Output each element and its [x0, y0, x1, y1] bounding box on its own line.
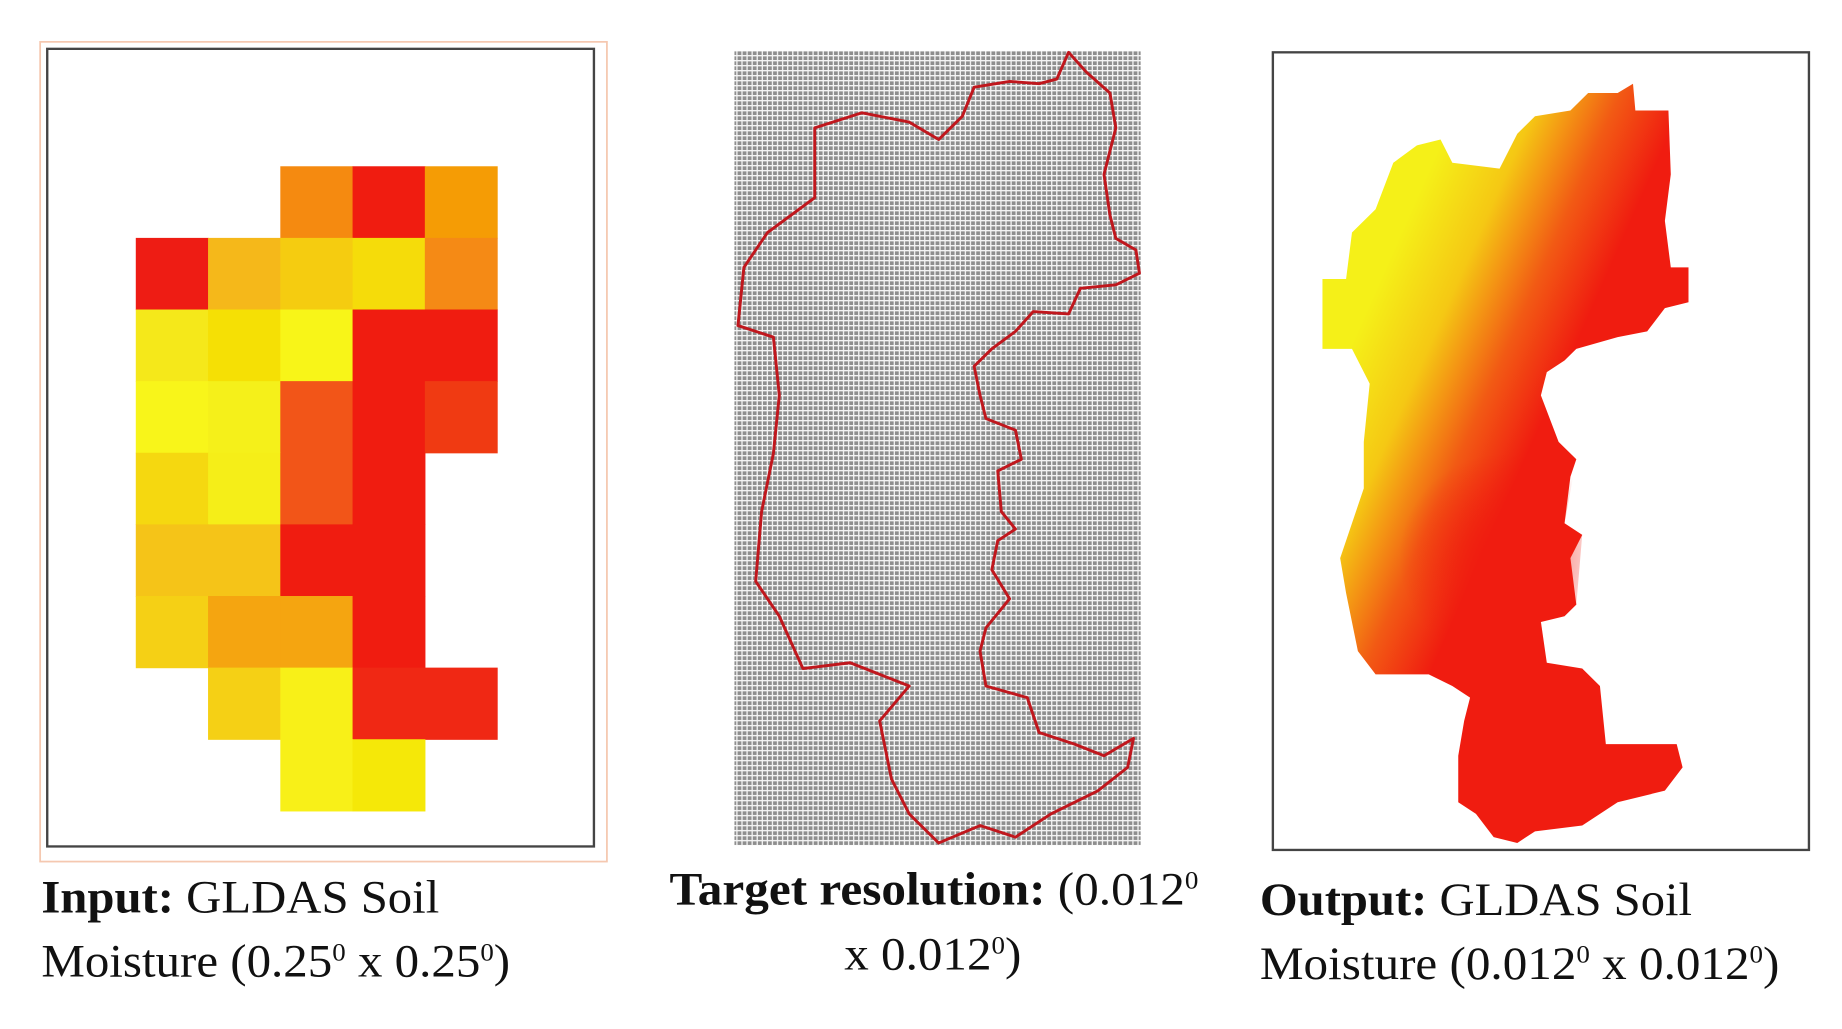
target-caption-text: ): [1005, 929, 1021, 981]
degree-superscript: 0: [1576, 940, 1590, 969]
input-grid-cell: [352, 524, 426, 597]
input-grid-cell: [424, 381, 498, 454]
input-grid-cell: [280, 524, 354, 597]
input-grid-cell: [280, 166, 354, 239]
input-grid-cell: [424, 237, 498, 311]
input-panel-outer-border: [39, 40, 608, 863]
output-caption-line1: Output: GLDAS Soil: [1260, 874, 1692, 926]
output-caption-text: Moisture (0.012: [1260, 938, 1577, 990]
output-caption-line2: Moisture (0.012 0 x 0.012 0): [1260, 938, 1780, 990]
input-grid-cell: [352, 309, 426, 382]
input-grid-cell: [135, 452, 209, 525]
target-panel: Target resolution: (0.012 0 x 0.012 0): [669, 50, 1198, 981]
input-grid-cell: [424, 667, 498, 740]
input-grid-cell: [424, 309, 498, 382]
input-grid-cell: [208, 381, 281, 454]
degree-superscript: 0: [1185, 865, 1199, 894]
target-caption-text: (0.012: [1045, 864, 1184, 916]
input-grid-cell: [135, 381, 209, 454]
input-caption-text: x 0.25: [346, 936, 481, 988]
input-caption-text: GLDAS Soil: [174, 872, 439, 924]
input-grid-cell: [280, 667, 354, 740]
input-grid-cell: [352, 596, 426, 669]
input-grid-cell: [280, 309, 354, 382]
basin-boundary-outline: [736, 50, 1141, 845]
output-caption-text: x 0.012: [1590, 938, 1750, 990]
input-grid-cells: [135, 166, 498, 812]
input-grid-cell: [208, 667, 281, 740]
input-panel: Input: GLDAS Soil Moisture (0.25 0 x 0.25…: [39, 40, 608, 988]
input-grid-cell: [280, 237, 354, 311]
input-caption-label: Input:: [41, 872, 174, 924]
target-caption-line1: Target resolution: (0.012 0: [669, 864, 1198, 916]
input-caption-text: ): [494, 936, 510, 988]
input-grid-cell: [352, 237, 426, 311]
target-caption-label: Target resolution:: [669, 864, 1045, 916]
input-grid-cell: [280, 739, 354, 812]
input-grid-cell: [424, 166, 498, 239]
target-caption-text: x 0.012: [844, 929, 991, 981]
degree-superscript: 0: [992, 931, 1006, 960]
input-grid-cell: [208, 309, 281, 382]
target-caption-line2: x 0.012 0): [844, 929, 1021, 981]
input-grid-cell: [135, 237, 209, 311]
input-grid-cell: [280, 381, 354, 454]
output-panel: Output: GLDAS Soil Moisture (0.012 0 x 0.…: [1260, 51, 1811, 990]
input-grid-cell: [208, 452, 281, 525]
input-grid-cell: [208, 596, 281, 669]
degree-superscript: 0: [480, 938, 493, 967]
input-grid-cell: [135, 309, 209, 382]
output-hotspot: [1369, 383, 1606, 814]
output-caption-text: ): [1763, 938, 1779, 990]
input-grid-cell: [352, 667, 426, 740]
input-caption-line2: Moisture (0.25 0 x 0.25 0): [41, 936, 510, 988]
input-grid-cell: [352, 452, 426, 525]
input-grid-cell: [352, 739, 426, 812]
output-caption-label: Output:: [1260, 874, 1427, 926]
input-grid-cell: [280, 452, 354, 525]
input-grid-cell: [135, 596, 209, 669]
input-grid-cell: [280, 596, 354, 669]
input-grid-cell: [208, 524, 281, 597]
input-grid-cell: [208, 237, 281, 311]
input-caption-text: Moisture (0.25: [41, 936, 332, 988]
output-caption-text: GLDAS Soil: [1427, 874, 1692, 926]
input-grid-cell: [352, 381, 426, 454]
degree-superscript: 0: [332, 938, 345, 967]
input-grid-cell: [135, 524, 209, 597]
degree-superscript: 0: [1750, 940, 1764, 969]
input-caption-line1: Input: GLDAS Soil: [41, 872, 439, 924]
target-resolution-grid: [734, 51, 1141, 846]
input-grid-cell: [352, 166, 426, 239]
